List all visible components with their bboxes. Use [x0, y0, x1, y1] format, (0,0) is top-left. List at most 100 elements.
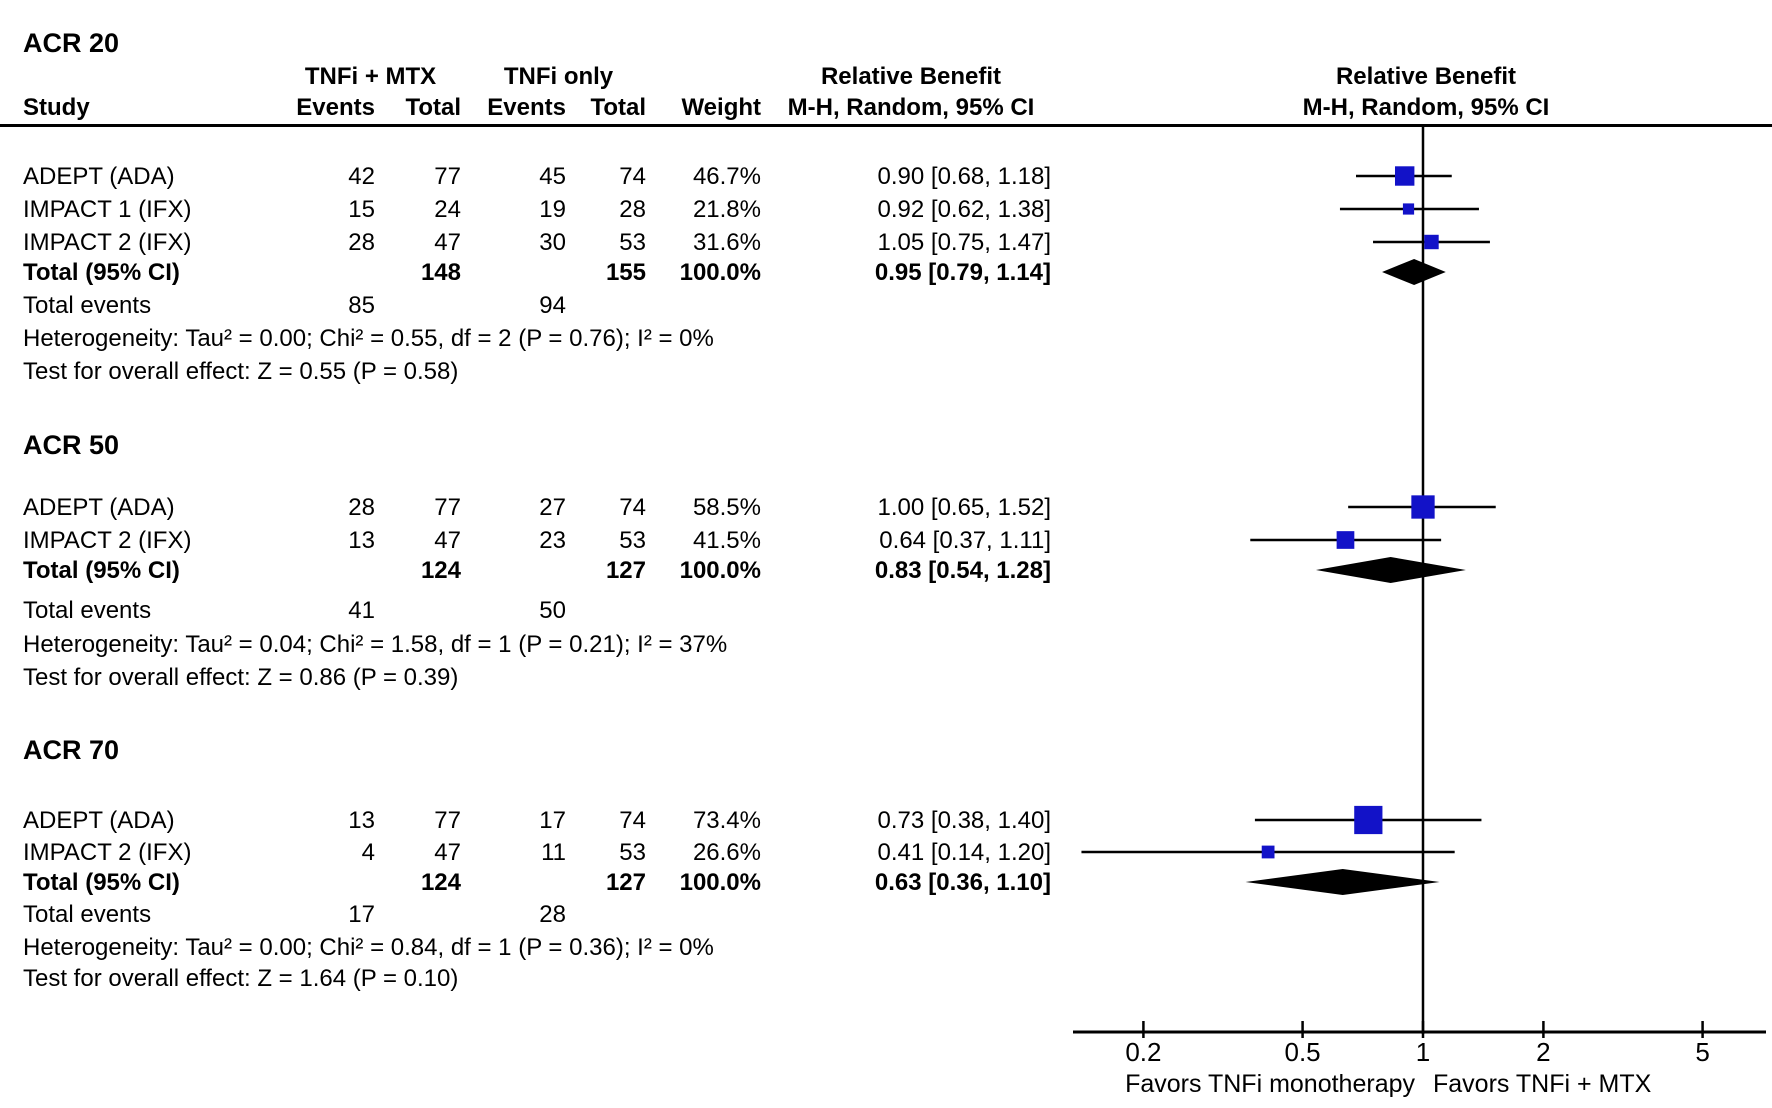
- events1-value: 13: [348, 806, 375, 834]
- total-events-label: Total events: [23, 900, 152, 928]
- study-name: IMPACT 2 (IFX): [23, 838, 192, 866]
- weight-column-header: Weight: [681, 94, 761, 121]
- study-name: ADEPT (ADA): [23, 162, 175, 190]
- total-ci: 0.83 [0.54, 1.28]: [874, 556, 1051, 584]
- ci-value: 0.64 [0.37, 1.11]: [879, 526, 1051, 554]
- weight-value: 31.6%: [692, 228, 761, 256]
- total1-value: 77: [434, 162, 461, 190]
- group1-header: TNFi + MTX: [304, 63, 437, 90]
- total-events1: 85: [348, 291, 375, 319]
- total2-value: 53: [619, 526, 646, 554]
- pooled-diamond: [1245, 869, 1440, 895]
- axis-tick-label: 1: [1415, 1037, 1431, 1067]
- effect-square: [1354, 805, 1383, 835]
- total1-sum: 148: [420, 258, 461, 286]
- ci-value: 1.00 [0.65, 1.52]: [877, 493, 1051, 521]
- study-name: IMPACT 2 (IFX): [23, 526, 192, 554]
- axis-tick-label: 0.5: [1284, 1037, 1321, 1067]
- events1-value: 42: [348, 162, 375, 190]
- ci-value: 0.90 [0.68, 1.18]: [877, 162, 1051, 190]
- study-name: ADEPT (ADA): [23, 493, 175, 521]
- effect-square: [1411, 495, 1435, 519]
- events1-value: 28: [348, 493, 375, 521]
- events2-value: 17: [539, 806, 566, 834]
- effect-square: [1336, 531, 1355, 549]
- weight-value: 21.8%: [692, 195, 761, 223]
- axis-tick-label: 0.2: [1125, 1037, 1162, 1067]
- events2-value: 27: [539, 493, 566, 521]
- study-name: IMPACT 1 (IFX): [23, 195, 192, 223]
- group2-header: TNFi only: [503, 63, 614, 90]
- study-name: IMPACT 2 (IFX): [23, 228, 192, 256]
- plot-subtitle: M-H, Random, 95% CI: [1302, 94, 1550, 121]
- total-events2: 50: [539, 596, 566, 624]
- events2-value: 19: [539, 195, 566, 223]
- pooled-diamond: [1382, 259, 1446, 285]
- total-events2: 94: [539, 291, 566, 319]
- favors-right-label: Favors TNFi + MTX: [1433, 1070, 1652, 1098]
- effect-square: [1394, 166, 1415, 186]
- events1-value: 13: [348, 526, 375, 554]
- pooled-diamond: [1315, 557, 1466, 583]
- total1-value: 77: [434, 806, 461, 834]
- events1-value: 15: [348, 195, 375, 223]
- header-rule: [0, 124, 1772, 127]
- study-name: ADEPT (ADA): [23, 806, 175, 834]
- total2-value: 53: [619, 838, 646, 866]
- effect-square: [1261, 845, 1275, 859]
- total1-value: 47: [434, 838, 461, 866]
- effect-column-subtitle: M-H, Random, 95% CI: [787, 94, 1035, 121]
- section-title: ACR 20: [23, 27, 120, 58]
- total1-sum: 124: [420, 868, 461, 896]
- section-title: ACR 50: [23, 429, 120, 460]
- study-column-header: Study: [23, 94, 90, 121]
- total-weight: 100.0%: [679, 258, 761, 286]
- weight-value: 26.6%: [692, 838, 761, 866]
- total2-value: 74: [619, 162, 646, 190]
- events2-column-header: Events: [487, 94, 566, 121]
- total-ci: 0.95 [0.79, 1.14]: [874, 258, 1051, 286]
- total1-value: 47: [434, 228, 461, 256]
- total2-sum: 127: [605, 556, 646, 584]
- total-events2: 28: [539, 900, 566, 928]
- ci-value: 1.05 [0.75, 1.47]: [877, 228, 1051, 256]
- total-row-label: Total (95% CI): [23, 868, 180, 896]
- events2-value: 23: [539, 526, 566, 554]
- total-events1: 41: [348, 596, 375, 624]
- total-row-label: Total (95% CI): [23, 556, 180, 584]
- ci-value: 0.92 [0.62, 1.38]: [877, 195, 1051, 223]
- favors-left-label: Favors TNFi monotherapy: [1125, 1070, 1415, 1098]
- total-events1: 17: [348, 900, 375, 928]
- weight-value: 41.5%: [692, 526, 761, 554]
- total2-value: 53: [619, 228, 646, 256]
- total-weight: 100.0%: [679, 556, 761, 584]
- effect-square: [1424, 234, 1439, 250]
- events1-column-header: Events: [296, 94, 375, 121]
- axis-tick-label: 5: [1695, 1037, 1710, 1067]
- axis-tick-label: 2: [1536, 1037, 1551, 1067]
- section-title: ACR 70: [23, 734, 120, 765]
- total1-value: 24: [434, 195, 461, 223]
- total2-sum: 127: [605, 868, 646, 896]
- total2-value: 74: [619, 806, 646, 834]
- total-events-label: Total events: [23, 291, 152, 319]
- total1-column-header: Total: [405, 94, 461, 121]
- total1-sum: 124: [420, 556, 461, 584]
- total-row-label: Total (95% CI): [23, 258, 180, 286]
- total-events-label: Total events: [23, 596, 152, 624]
- events2-value: 30: [539, 228, 566, 256]
- total-ci: 0.63 [0.36, 1.10]: [874, 868, 1051, 896]
- total2-value: 74: [619, 493, 646, 521]
- total2-value: 28: [619, 195, 646, 223]
- weight-value: 58.5%: [692, 493, 761, 521]
- ci-value: 0.73 [0.38, 1.40]: [877, 806, 1051, 834]
- effect-square: [1402, 203, 1415, 215]
- weight-value: 73.4%: [692, 806, 761, 834]
- weight-value: 46.7%: [692, 162, 761, 190]
- total2-column-header: Total: [590, 94, 646, 121]
- total1-value: 47: [434, 526, 461, 554]
- effect-column-title: Relative Benefit: [820, 63, 1002, 90]
- ci-value: 0.41 [0.14, 1.20]: [877, 838, 1051, 866]
- events2-value: 11: [541, 838, 566, 866]
